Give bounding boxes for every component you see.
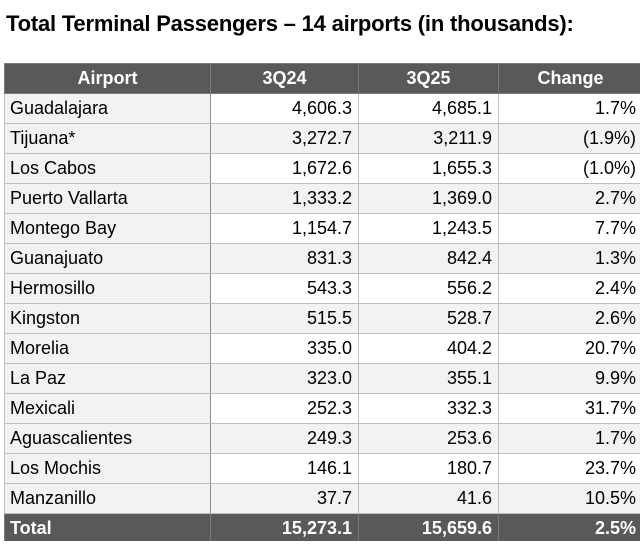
change-cell: 1.3% [498,243,640,274]
change-cell: 31.7% [498,393,640,424]
total-3q25: 15,659.6 [358,513,499,541]
table-row: Mexicali 252.3 332.3 31.7% [4,393,640,424]
airport-cell: Tijuana* [4,123,211,154]
value-3q25-cell: 4,685.1 [358,93,499,124]
change-cell: 1.7% [498,93,640,124]
table-row: Los Cabos 1,672.6 1,655.3 (1.0%) [4,153,640,184]
table-row: Puerto Vallarta 1,333.2 1,369.0 2.7% [4,183,640,214]
value-3q25-cell: 528.7 [358,303,499,334]
value-3q25-cell: 404.2 [358,333,499,364]
change-cell: (1.9%) [498,123,640,154]
value-3q24-cell: 249.3 [210,423,359,454]
total-label: Total [4,513,211,541]
value-3q25-cell: 1,243.5 [358,213,499,244]
change-cell: 10.5% [498,483,640,514]
value-3q24-cell: 1,672.6 [210,153,359,184]
table-row: Guadalajara 4,606.3 4,685.1 1.7% [4,93,640,124]
airport-cell: Guanajuato [4,243,211,274]
value-3q25-cell: 332.3 [358,393,499,424]
change-cell: (1.0%) [498,153,640,184]
value-3q24-cell: 3,272.7 [210,123,359,154]
airport-cell: Los Mochis [4,453,211,484]
table-body: Guadalajara 4,606.3 4,685.1 1.7% Tijuana* 3,2… [4,93,640,514]
value-3q24-cell: 323.0 [210,363,359,394]
airport-cell: Manzanillo [4,483,211,514]
value-3q24-cell: 1,154.7 [210,213,359,244]
value-3q25-cell: 355.1 [358,363,499,394]
value-3q24-cell: 543.3 [210,273,359,304]
value-3q25-cell: 1,655.3 [358,153,499,184]
table-row: Guanajuato 831.3 842.4 1.3% [4,243,640,274]
value-3q24-cell: 335.0 [210,333,359,364]
value-3q24-cell: 1,333.2 [210,183,359,214]
airport-cell: Mexicali [4,393,211,424]
value-3q25-cell: 1,369.0 [358,183,499,214]
change-cell: 9.9% [498,363,640,394]
value-3q25-cell: 556.2 [358,273,499,304]
table-row: Manzanillo 37.7 41.6 10.5% [4,483,640,514]
table-row: Kingston 515.5 528.7 2.6% [4,303,640,334]
table-header-row: Airport 3Q24 3Q25 Change [4,63,640,94]
value-3q25-cell: 842.4 [358,243,499,274]
change-cell: 2.6% [498,303,640,334]
header-change: Change [498,63,640,94]
header-3q25: 3Q25 [358,63,499,94]
airport-cell: Montego Bay [4,213,211,244]
airport-cell: La Paz [4,363,211,394]
value-3q24-cell: 831.3 [210,243,359,274]
page-title: Total Terminal Passengers – 14 airports … [6,11,574,36]
value-3q24-cell: 252.3 [210,393,359,424]
passenger-table-container: Airport 3Q24 3Q25 Change Guadalajara 4,60… [4,63,640,541]
table-row: Morelia 335.0 404.2 20.7% [4,333,640,364]
table-total-row: Total 15,273.1 15,659.6 2.5% [4,513,640,541]
table-row: Aguascalientes 249.3 253.6 1.7% [4,423,640,454]
airport-cell: Los Cabos [4,153,211,184]
table-row: La Paz 323.0 355.1 9.9% [4,363,640,394]
change-cell: 23.7% [498,453,640,484]
table-row: Tijuana* 3,272.7 3,211.9 (1.9%) [4,123,640,154]
airport-cell: Puerto Vallarta [4,183,211,214]
value-3q24-cell: 37.7 [210,483,359,514]
passenger-table: Airport 3Q24 3Q25 Change Guadalajara 4,60… [4,63,640,541]
header-airport: Airport [4,63,211,94]
header-3q24: 3Q24 [210,63,359,94]
value-3q25-cell: 41.6 [358,483,499,514]
table-row: Los Mochis 146.1 180.7 23.7% [4,453,640,484]
value-3q24-cell: 146.1 [210,453,359,484]
airport-cell: Kingston [4,303,211,334]
total-3q24: 15,273.1 [210,513,359,541]
value-3q25-cell: 253.6 [358,423,499,454]
table-row: Montego Bay 1,154.7 1,243.5 7.7% [4,213,640,244]
change-cell: 7.7% [498,213,640,244]
change-cell: 20.7% [498,333,640,364]
change-cell: 2.4% [498,273,640,304]
change-cell: 1.7% [498,423,640,454]
change-cell: 2.7% [498,183,640,214]
airport-cell: Aguascalientes [4,423,211,454]
airport-cell: Guadalajara [4,93,211,124]
table-row: Hermosillo 543.3 556.2 2.4% [4,273,640,304]
value-3q24-cell: 4,606.3 [210,93,359,124]
value-3q25-cell: 180.7 [358,453,499,484]
total-change: 2.5% [498,513,640,541]
value-3q25-cell: 3,211.9 [358,123,499,154]
value-3q24-cell: 515.5 [210,303,359,334]
airport-cell: Hermosillo [4,273,211,304]
airport-cell: Morelia [4,333,211,364]
